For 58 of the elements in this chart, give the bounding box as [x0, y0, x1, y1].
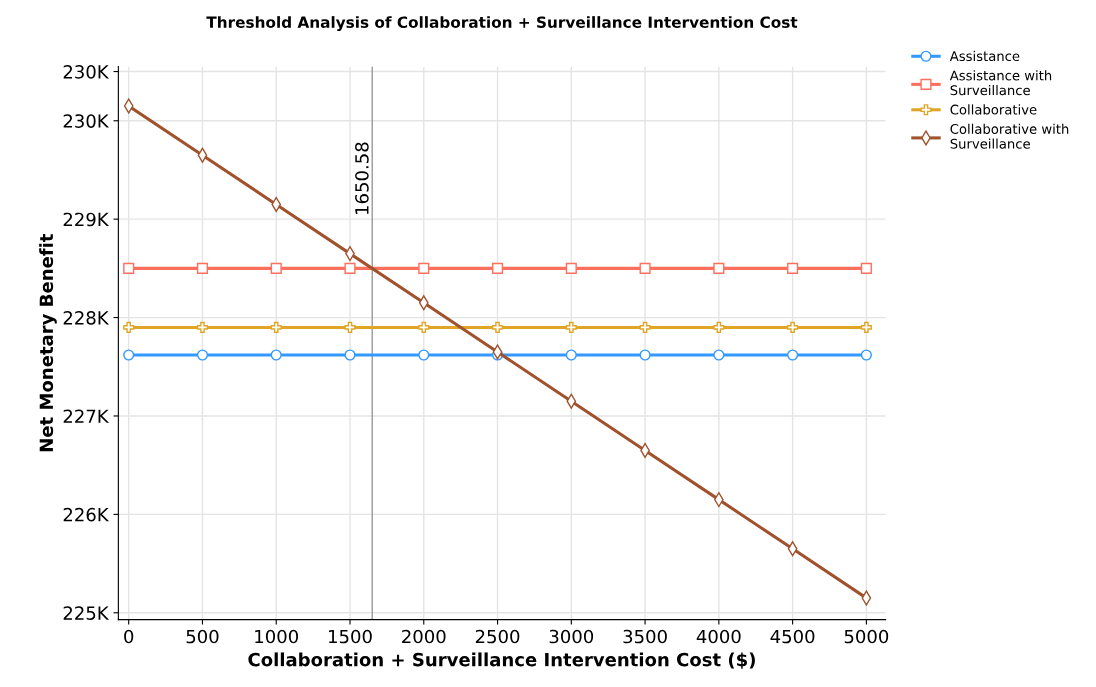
- chart-title: Threshold Analysis of Collaboration + Surveillance Intervention Cost: [206, 16, 798, 32]
- point: [270, 262, 282, 274]
- x-tick-label: 500: [186, 629, 219, 644]
- x-tick-label: 2500: [475, 629, 520, 644]
- point: [713, 262, 725, 274]
- x-axis-title: Collaboration + Surveillance Intervention Cost ($): [248, 652, 755, 669]
- point: [713, 349, 725, 361]
- point: [196, 321, 209, 333]
- legend-label: Assistance with Surveillance: [949, 70, 1052, 96]
- x-tick-label: 4500: [770, 629, 815, 644]
- y-tick-label: 228K: [63, 311, 110, 325]
- x-tick-label: 5000: [844, 629, 889, 644]
- y-axis-title: Net Monetary Benefit: [39, 233, 57, 452]
- x-tick-label: 4000: [696, 629, 741, 644]
- point: [787, 321, 799, 333]
- point: [787, 349, 799, 361]
- point: [123, 349, 135, 361]
- legend-label: Collaborative: [950, 104, 1037, 115]
- legend-label: Assistance: [949, 50, 1020, 62]
- point: [123, 321, 135, 333]
- point: [270, 349, 282, 361]
- y-tick-label: 226K: [63, 507, 110, 522]
- point: [196, 349, 209, 361]
- point: [344, 349, 356, 361]
- point: [860, 349, 872, 361]
- y-tick-label: 230K: [63, 65, 110, 79]
- point: [491, 321, 504, 333]
- point: [639, 262, 651, 274]
- point: [344, 262, 356, 274]
- ref-line-label: 1650.58: [355, 142, 369, 214]
- legend-label: Collaborative with Surveillance: [950, 123, 1069, 149]
- y-tick-label: 227K: [63, 409, 110, 423]
- x-tick-label: 3500: [623, 629, 667, 644]
- point: [565, 262, 577, 274]
- y-tick-label: 230K: [63, 114, 110, 128]
- x-tick-label: 2000: [402, 629, 446, 644]
- point: [860, 321, 872, 333]
- point: [344, 321, 356, 333]
- point: [123, 262, 135, 274]
- point: [639, 321, 651, 333]
- point: [418, 321, 430, 333]
- point: [860, 262, 872, 274]
- y-tick-label: 229K: [63, 212, 110, 227]
- point: [491, 262, 504, 274]
- x-tick-label: 1000: [255, 629, 299, 644]
- point: [418, 349, 430, 361]
- point: [418, 262, 430, 274]
- point: [565, 321, 577, 333]
- point: [787, 262, 799, 274]
- point: [270, 321, 282, 333]
- point: [565, 349, 577, 361]
- x-tick-label: 1500: [329, 629, 372, 644]
- point: [639, 349, 651, 361]
- x-tick-label: 3000: [549, 629, 594, 644]
- point: [196, 262, 209, 274]
- y-tick-label: 225K: [63, 606, 110, 620]
- point: [713, 321, 725, 333]
- x-tick-label: 0: [124, 629, 134, 644]
